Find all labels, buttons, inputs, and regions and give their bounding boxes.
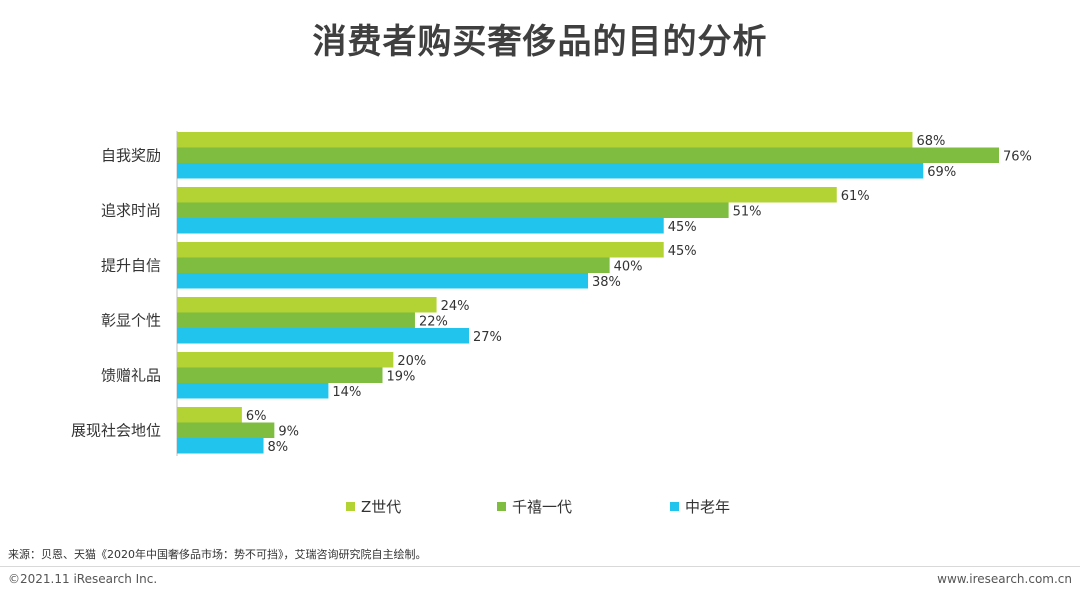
legend-label-elderly: 中老年	[685, 498, 731, 516]
legend-label-millennials: 千禧一代	[512, 498, 573, 516]
data-label: 24%	[441, 299, 470, 314]
data-label: 27%	[473, 330, 502, 345]
legend-item-z-gen: Z世代	[346, 496, 401, 517]
copyright-text: ©2021.11 iResearch Inc.	[8, 572, 158, 586]
data-label: 69%	[927, 165, 956, 180]
bar	[177, 202, 729, 218]
data-label: 45%	[668, 220, 697, 235]
legend-swatch-millennials	[497, 502, 506, 511]
bar	[177, 297, 437, 313]
legend-label-z-gen: Z世代	[361, 498, 402, 516]
source-note: 来源：贝恩、天猫《2020年中国奢侈品市场：势不可挡》，艾瑞咨询研究院自主绘制。	[8, 548, 427, 561]
data-label: 51%	[733, 204, 762, 219]
bar	[177, 407, 242, 423]
data-label: 19%	[387, 369, 416, 384]
bar	[177, 312, 415, 328]
data-label: 38%	[592, 275, 621, 290]
legend: Z世代 千禧一代 中老年	[0, 496, 1080, 518]
data-label: 6%	[246, 409, 267, 424]
bar	[177, 163, 924, 179]
data-label: 8%	[268, 440, 289, 455]
bar	[177, 242, 664, 258]
data-label: 9%	[278, 424, 299, 439]
data-label: 22%	[419, 314, 448, 329]
bar	[177, 273, 588, 289]
bar	[177, 218, 664, 234]
bar	[177, 132, 913, 148]
legend-item-elderly: 中老年	[670, 496, 730, 517]
data-label: 45%	[668, 244, 697, 259]
category-label: 自我奖励	[101, 146, 161, 164]
chart-title: 消费者购买奢侈品的目的分析	[312, 22, 768, 62]
bar	[177, 147, 999, 163]
bar	[177, 422, 275, 438]
data-label: 68%	[916, 134, 945, 149]
data-label: 20%	[397, 354, 426, 369]
bar	[177, 352, 394, 368]
website-link[interactable]: www.iresearch.com.cn	[937, 572, 1072, 586]
legend-item-millennials: 千禧一代	[497, 496, 572, 517]
bar	[177, 438, 264, 454]
category-label: 彰显个性	[101, 311, 161, 329]
bar	[177, 383, 329, 399]
legend-swatch-elderly	[670, 502, 679, 511]
bar	[177, 328, 470, 344]
legend-swatch-z-gen	[346, 502, 355, 511]
category-label: 追求时尚	[101, 201, 161, 219]
data-label: 40%	[614, 259, 643, 274]
data-label: 76%	[1003, 149, 1032, 164]
bar	[177, 257, 610, 273]
bar	[177, 187, 837, 203]
bar	[177, 367, 383, 383]
data-label: 61%	[841, 189, 870, 204]
footer-divider	[0, 566, 1080, 567]
category-label: 展现社会地位	[71, 421, 161, 439]
category-label: 馈赠礼品	[101, 366, 161, 384]
data-label: 14%	[332, 385, 361, 400]
category-label: 提升自信	[101, 256, 161, 274]
